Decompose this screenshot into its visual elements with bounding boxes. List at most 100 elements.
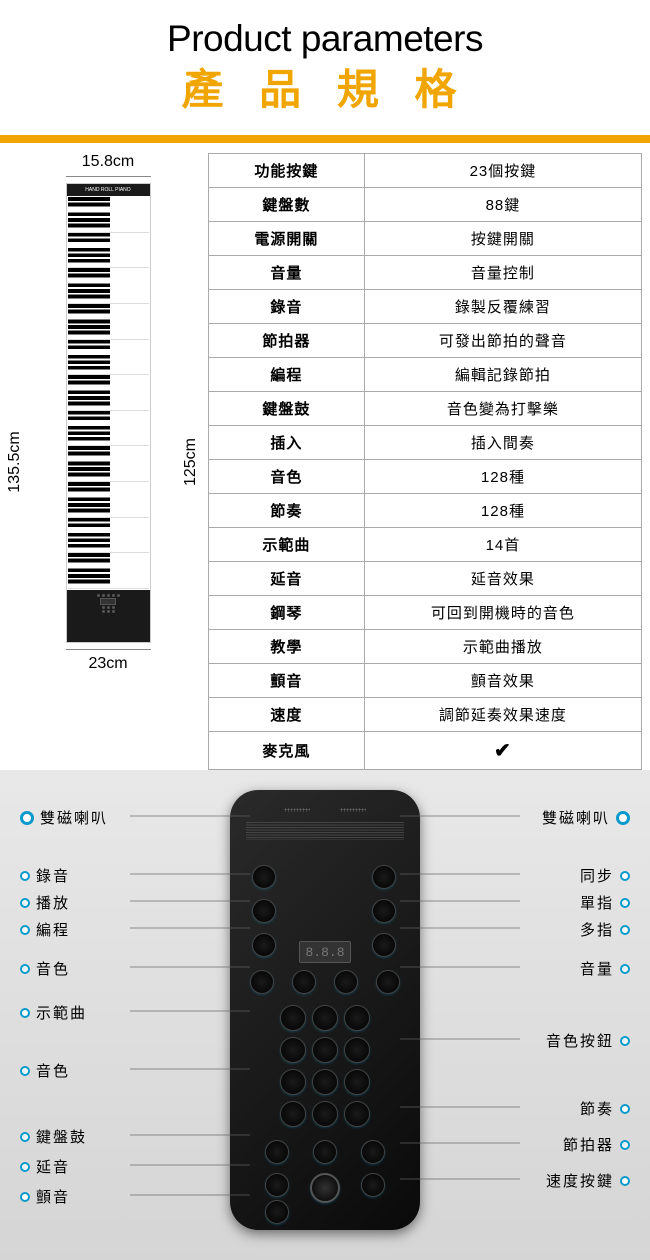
callout-line <box>130 873 250 875</box>
callout: 音色 <box>20 958 70 979</box>
numpad <box>280 1005 370 1127</box>
bottom-section: 8.8.8 雙磁喇叭錄音播放編程音色示範曲音色鍵盤鼓延音顫音雙磁喇叭同步單指多指… <box>0 770 650 1260</box>
spec-label: 鋼琴 <box>209 596 365 630</box>
keys <box>67 196 150 590</box>
table-row: 節拍器可發出節拍的聲音 <box>209 324 642 358</box>
speaker-left <box>284 808 310 812</box>
btn-kbdrum[interactable] <box>265 1140 289 1164</box>
btn-play[interactable] <box>252 899 276 923</box>
callout-line <box>130 900 250 902</box>
callout-marker <box>20 1066 30 1076</box>
callout: 速度按鍵 <box>546 1170 630 1191</box>
spec-value: 音色變為打擊樂 <box>364 392 641 426</box>
dim-left: 135.5cm <box>6 431 24 492</box>
callout: 節拍器 <box>563 1134 630 1155</box>
spec-label: 節拍器 <box>209 324 365 358</box>
callout: 多指 <box>580 919 630 940</box>
btn-metro[interactable] <box>361 1140 385 1164</box>
brow2 <box>265 1173 385 1203</box>
grill <box>246 822 404 840</box>
callout-label: 節奏 <box>580 1098 614 1119</box>
spec-label: 功能按鍵 <box>209 154 365 188</box>
callout-line <box>400 966 520 968</box>
spec-label: 錄音 <box>209 290 365 324</box>
table-row: 電源開關按鍵開關 <box>209 222 642 256</box>
spec-value: 按鍵開關 <box>364 222 641 256</box>
spec-label: 延音 <box>209 562 365 596</box>
spec-value: 調節延奏效果速度 <box>364 698 641 732</box>
callout-label: 單指 <box>580 892 614 913</box>
callout-line <box>400 1178 520 1180</box>
callout-line <box>130 1134 250 1136</box>
table-row: 顫音顫音效果 <box>209 664 642 698</box>
table-row: 錄音錄製反覆練習 <box>209 290 642 324</box>
callout-marker <box>620 1140 630 1150</box>
callout-marker <box>616 811 630 825</box>
callout: 雙磁喇叭 <box>20 807 108 828</box>
callout-label: 示範曲 <box>36 1002 87 1023</box>
table-row: 延音延音效果 <box>209 562 642 596</box>
callout-line <box>130 815 250 817</box>
spec-label: 教學 <box>209 630 365 664</box>
mid-section: 15.8cm 135.5cm 125cm HAND ROLL PIANO 23c… <box>0 143 650 770</box>
table-row: 示範曲14首 <box>209 528 642 562</box>
callout-line <box>400 873 520 875</box>
spec-label: 節奏 <box>209 494 365 528</box>
callout: 音量 <box>580 958 630 979</box>
btn-prog[interactable] <box>252 933 276 957</box>
spec-value: 延音效果 <box>364 562 641 596</box>
spec-label: 示範曲 <box>209 528 365 562</box>
spec-value: 編輯記錄節拍 <box>364 358 641 392</box>
spec-label: 插入 <box>209 426 365 460</box>
btn-single[interactable] <box>372 899 396 923</box>
title-cn: 產 品 規 格 <box>0 56 650 117</box>
callout-marker <box>20 1008 30 1018</box>
table-row: 音色128種 <box>209 460 642 494</box>
spec-value: 示範曲播放 <box>364 630 641 664</box>
btn-vol[interactable] <box>376 970 400 994</box>
spec-value: 128種 <box>364 460 641 494</box>
btn-multi[interactable] <box>372 933 396 957</box>
callout-label: 顫音 <box>36 1186 70 1207</box>
table-row: 鋼琴可回到開機時的音色 <box>209 596 642 630</box>
btn-rec[interactable] <box>252 865 276 889</box>
spec-label: 音量 <box>209 256 365 290</box>
spec-label: 編程 <box>209 358 365 392</box>
table-row: 功能按鍵23個按鍵 <box>209 154 642 188</box>
spec-value: 23個按鍵 <box>364 154 641 188</box>
btn-sustain[interactable] <box>265 1173 289 1197</box>
callout: 音色按鈕 <box>546 1030 630 1051</box>
callout-line <box>130 966 250 968</box>
callout-label: 音色按鈕 <box>546 1030 614 1051</box>
spec-label: 麥克風 <box>209 732 365 770</box>
spec-value: 音量控制 <box>364 256 641 290</box>
callout-line <box>400 1106 520 1108</box>
header: Product parameters 產 品 規 格 <box>0 0 650 143</box>
callout-label: 音色 <box>36 1060 70 1081</box>
callout: 節奏 <box>580 1098 630 1119</box>
btn-power[interactable] <box>310 1173 340 1203</box>
table-row: 鍵盤數88鍵 <box>209 188 642 222</box>
callout: 雙磁喇叭 <box>542 807 630 828</box>
piano-outline: HAND ROLL PIANO <box>66 176 151 650</box>
callout-label: 錄音 <box>36 865 70 886</box>
callout-marker <box>620 898 630 908</box>
btn-vibrato[interactable] <box>265 1200 289 1224</box>
dim-bottom: 23cm <box>88 655 127 673</box>
dim-top: 15.8cm <box>82 153 134 171</box>
callout-line <box>130 927 250 929</box>
btn-tempo[interactable] <box>361 1173 385 1197</box>
table-row: 教學示範曲播放 <box>209 630 642 664</box>
table-row: 音量音量控制 <box>209 256 642 290</box>
btn-sync[interactable] <box>372 865 396 889</box>
callout-marker <box>20 1132 30 1142</box>
piano-label: HAND ROLL PIANO <box>67 184 150 196</box>
callout-marker <box>620 925 630 935</box>
callout-label: 播放 <box>36 892 70 913</box>
title-en: Product parameters <box>0 18 650 60</box>
piano: HAND ROLL PIANO <box>66 183 151 643</box>
table-row: 節奏128種 <box>209 494 642 528</box>
dim-right: 125cm <box>182 437 200 485</box>
led-display: 8.8.8 <box>299 941 351 963</box>
btn-tone[interactable] <box>250 970 274 994</box>
